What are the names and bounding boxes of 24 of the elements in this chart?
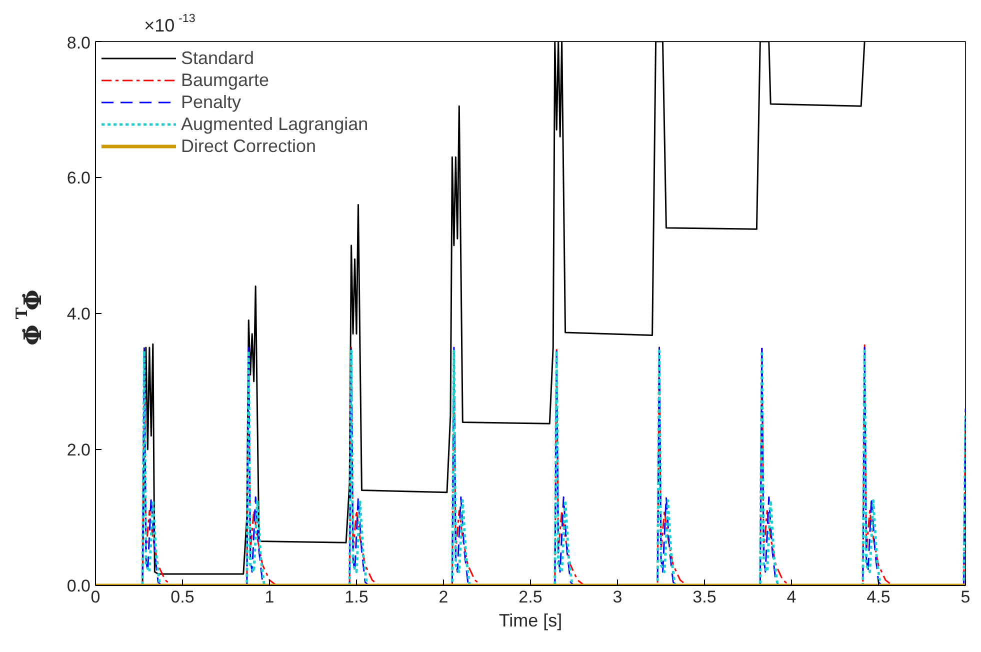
y-tick-label: 4.0 xyxy=(66,304,91,324)
text: ×10-13 xyxy=(144,12,196,36)
x-tick-label: 1.5 xyxy=(344,588,368,606)
legend-label: Penalty xyxy=(181,91,242,113)
legend-label: Direct Correction xyxy=(181,135,316,157)
y-tick-label: 8.0 xyxy=(66,34,91,52)
y-tick-label: 6.0 xyxy=(66,168,91,188)
x-tick-label: 4 xyxy=(786,588,796,606)
x-tick-label: 3 xyxy=(612,588,622,606)
x-tick-label: 5 xyxy=(960,588,970,606)
y-axis-title: Φ̇TΦ̇ xyxy=(12,290,47,346)
legend-label: Baumgarte xyxy=(181,69,270,91)
x-tick-label: 2.5 xyxy=(518,588,542,606)
x-tick-label: 3.5 xyxy=(692,588,716,606)
legend-label: Standard xyxy=(181,47,254,69)
y-tick-label: 2.0 xyxy=(66,440,91,460)
legend-label: Augmented Lagrangian xyxy=(181,113,368,135)
x-tick-label: 4.5 xyxy=(866,588,890,606)
x-tick-label: 0.5 xyxy=(170,588,194,606)
x-tick-label: 0 xyxy=(90,588,100,606)
y-tick-label: 0.0 xyxy=(66,576,91,596)
x-tick-label: 1 xyxy=(264,588,274,606)
x-axis-title: Time [s] xyxy=(498,610,562,630)
x-tick-label: 2 xyxy=(438,588,448,606)
